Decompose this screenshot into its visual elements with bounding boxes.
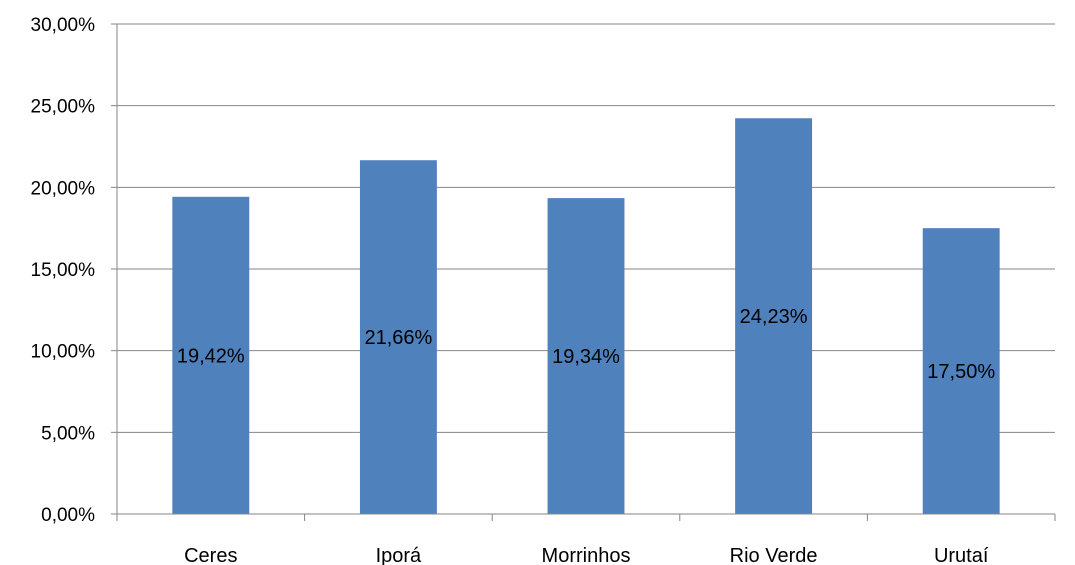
y-axis-ticks: 0,00% 5,00% 10,00% 15,00% 20,00% 25,00% 30,00% <box>31 15 117 526</box>
bar <box>359 160 437 514</box>
bar <box>172 196 250 514</box>
data-label: 21,66% <box>364 327 432 349</box>
x-category-label: Rio Verde <box>730 545 818 565</box>
bar <box>547 198 625 514</box>
bar <box>735 118 813 514</box>
bars <box>172 118 1000 514</box>
data-label: 19,34% <box>552 346 620 368</box>
y-tick-label: 20,00% <box>31 178 96 199</box>
y-tick-label: 15,00% <box>31 260 96 281</box>
y-tick-label: 5,00% <box>41 423 95 444</box>
y-tick-label: 10,00% <box>31 342 96 363</box>
data-label: 17,50% <box>927 361 995 383</box>
x-axis-categories: Ceres Iporá Morrinhos Rio Verde Urutaí <box>184 545 989 565</box>
y-tick-label: 0,00% <box>41 505 95 526</box>
x-category-label: Iporá <box>376 545 422 565</box>
bar <box>922 228 1000 514</box>
x-category-label: Urutaí <box>934 545 989 565</box>
y-tick-label: 25,00% <box>31 97 96 118</box>
x-category-label: Morrinhos <box>542 545 631 565</box>
data-label: 19,42% <box>177 345 245 367</box>
data-label: 24,23% <box>740 306 808 328</box>
x-category-label: Ceres <box>184 545 237 565</box>
y-tick-label: 30,00% <box>31 15 96 36</box>
data-labels: 19,42% 21,66% 19,34% 24,23% 17,50% <box>177 306 995 383</box>
